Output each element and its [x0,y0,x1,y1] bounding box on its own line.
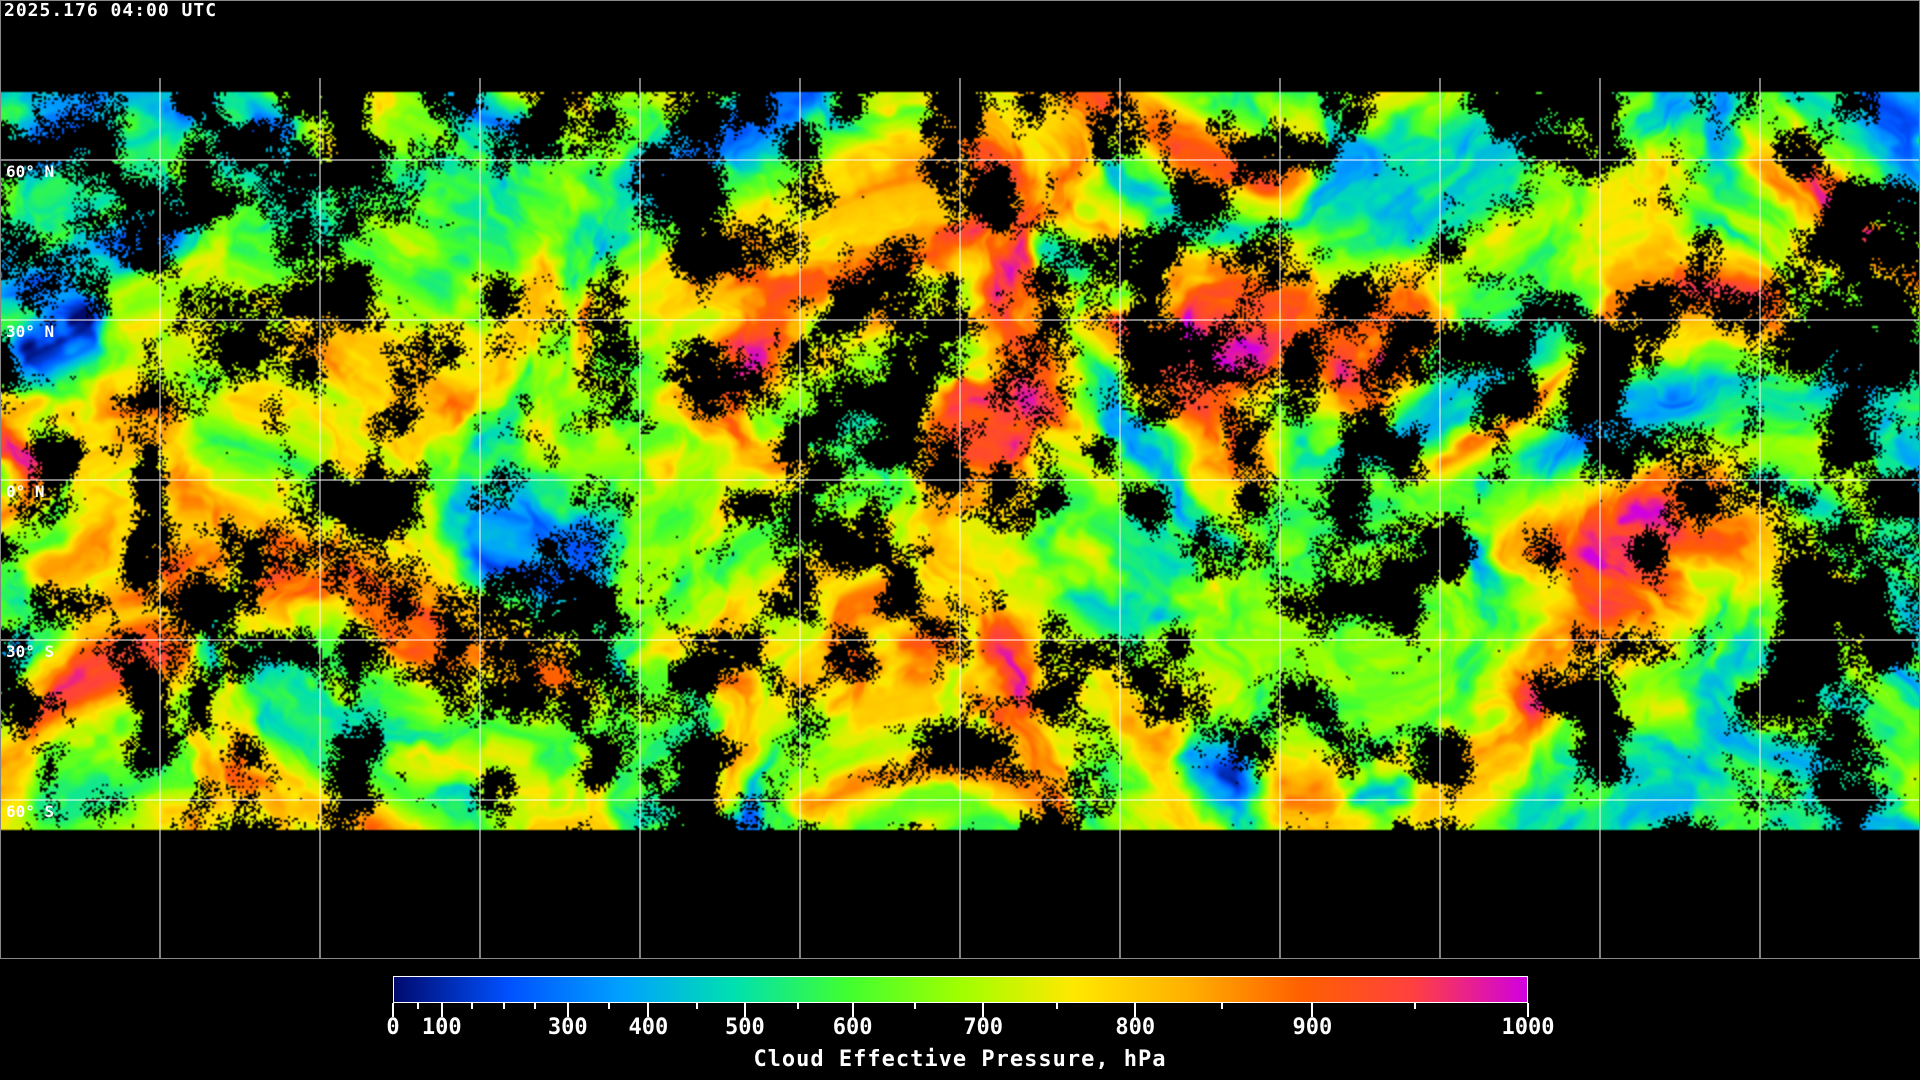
colorbar-minor-tick [914,1003,916,1009]
colorbar-tick-label: 300 [548,1015,588,1040]
colorbar-minor-tick [1414,1003,1416,1009]
colorbar-tick-label: 900 [1292,1015,1332,1040]
lat-label-0n: 0° N [6,482,45,501]
colorbar-tick-label: 700 [963,1015,1003,1040]
colorbar-tick-label: 800 [1115,1015,1155,1040]
colorbar-tick-label: 100 [422,1015,462,1040]
colorbar-minor-tick [534,1003,536,1009]
lat-label-60n: 60° N [6,162,54,181]
colorbar [393,976,1528,1003]
lat-label-30s: 30° S [6,642,54,661]
colorbar-tick-label: 500 [725,1015,765,1040]
colorbar-tick-label: 0 [386,1015,399,1040]
lat-label-60s: 60° S [6,802,54,821]
colorbar-minor-tick [1221,1003,1223,1009]
colorbar-tick-label: 1000 [1502,1015,1555,1040]
colorbar-minor-tick [608,1003,610,1009]
colorbar-tick-label: 600 [833,1015,873,1040]
lat-lon-grid [0,0,1920,960]
timestamp: 2025.176 04:00 UTC [4,0,217,21]
lat-label-30n: 30° N [6,322,54,341]
colorbar-minor-tick [696,1003,698,1009]
colorbar-minor-tick [797,1003,799,1009]
colorbar-minor-tick [503,1003,505,1009]
colorbar-minor-tick [471,1003,473,1009]
colorbar-minor-tick [1056,1003,1058,1009]
colorbar-minor-tick [417,1003,419,1009]
colorbar-tick-label: 400 [629,1015,669,1040]
colorbar-title: Cloud Effective Pressure, hPa [0,1047,1920,1072]
